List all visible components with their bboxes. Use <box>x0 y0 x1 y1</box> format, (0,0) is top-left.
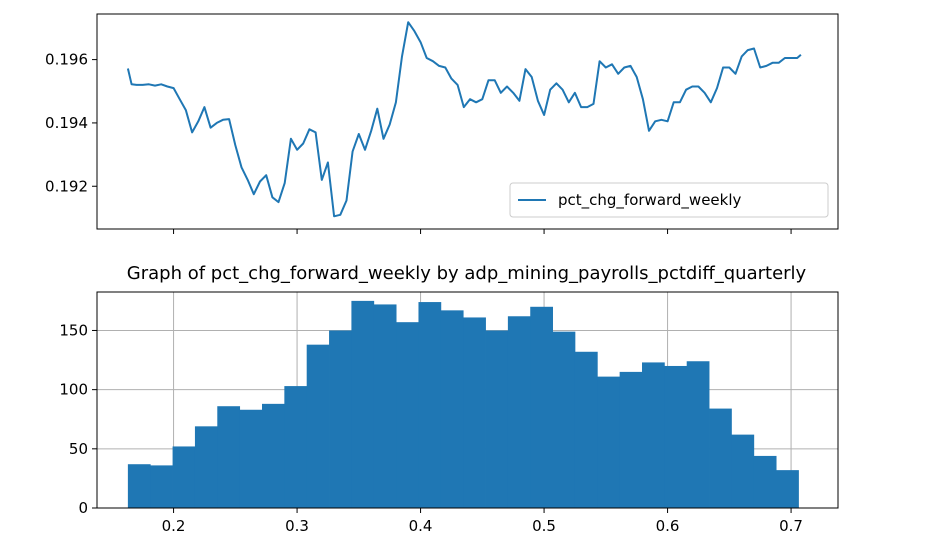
histogram-bar <box>396 322 419 508</box>
x-tick-label: 0.3 <box>285 517 309 535</box>
y-tick-label: 100 <box>59 381 88 399</box>
series-line <box>126 21 802 218</box>
histogram-bar <box>709 408 732 508</box>
y-tick-label: 0.196 <box>45 51 88 69</box>
histogram-bar <box>329 330 352 508</box>
histogram-bar <box>485 330 509 508</box>
histogram-bar <box>574 351 598 508</box>
histogram-bar <box>686 361 710 508</box>
histogram-ticks: 0 50 100 150 0.2 0.3 0.4 0.5 0.6 0.7 <box>59 321 803 535</box>
histogram-bar <box>418 302 442 508</box>
x-tick-label: 0.2 <box>162 517 186 535</box>
histogram-bar <box>284 386 308 508</box>
histogram-bar <box>530 306 553 508</box>
histogram-chart: 0 50 100 150 0.2 0.3 0.4 0.5 0.6 0.7 <box>59 291 839 535</box>
histogram-bar <box>597 376 621 508</box>
line-chart: 0.192 0.194 0.196 pct_chg_forward_weekly <box>45 13 839 234</box>
histogram-bar <box>664 365 688 508</box>
y-tick-label: 50 <box>69 440 88 458</box>
y-tick-label: 0.194 <box>45 114 88 132</box>
x-tick-label: 0.4 <box>409 517 433 535</box>
histogram-bar <box>239 409 263 508</box>
histogram-bar <box>127 464 151 508</box>
x-tick-label: 0.7 <box>779 517 803 535</box>
histogram-bar <box>463 317 486 508</box>
chart-title: Graph of pct_chg_forward_weekly by adp_m… <box>127 263 807 284</box>
histogram-bar <box>172 446 196 508</box>
histogram-bar <box>507 316 531 508</box>
y-tick-label: 0 <box>78 499 88 517</box>
histogram-bar <box>619 371 643 508</box>
histogram-bar <box>552 331 576 508</box>
histogram-bar <box>753 455 777 508</box>
x-tick-label: 0.6 <box>656 517 680 535</box>
legend-label: pct_chg_forward_weekly <box>558 191 742 210</box>
histogram-bar <box>776 470 799 508</box>
line-chart-series <box>126 21 802 218</box>
histogram-bar <box>194 426 218 508</box>
line-chart-plot-frame <box>96 13 839 230</box>
x-tick-label: 0.5 <box>532 517 556 535</box>
histogram-bar <box>440 310 464 508</box>
histogram-bar <box>262 403 285 508</box>
histogram-bar <box>351 300 375 508</box>
histogram-bar <box>306 344 330 508</box>
histogram-bar <box>217 406 241 508</box>
histogram-bar <box>642 362 665 508</box>
y-tick-label: 150 <box>59 321 88 339</box>
histogram-plot-frame <box>96 291 839 509</box>
histogram-bar <box>373 304 397 508</box>
line-chart-ticks: 0.192 0.194 0.196 <box>45 51 792 234</box>
legend: pct_chg_forward_weekly <box>509 182 829 218</box>
histogram-bar <box>150 465 173 508</box>
y-tick-label: 0.192 <box>45 177 88 195</box>
legend-box <box>509 182 829 218</box>
histogram-bars <box>127 300 799 508</box>
histogram-bar <box>731 434 755 508</box>
